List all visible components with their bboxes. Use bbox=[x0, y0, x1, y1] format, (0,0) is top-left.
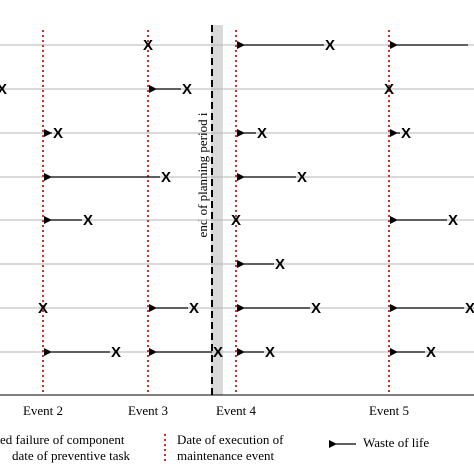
failure-mark: X bbox=[265, 344, 275, 361]
failure-mark: X bbox=[325, 37, 335, 54]
event-label: Event 3 bbox=[128, 403, 168, 418]
failure-mark: X bbox=[161, 169, 171, 186]
failure-mark: X bbox=[38, 300, 48, 317]
legend-text: Waste of life bbox=[363, 435, 429, 450]
failure-mark: X bbox=[111, 344, 121, 361]
failure-mark: X bbox=[83, 212, 93, 229]
failure-mark: X bbox=[143, 37, 153, 54]
boundary-band bbox=[211, 25, 223, 395]
legend-text: ed failure of component bbox=[0, 432, 125, 447]
failure-mark: X bbox=[182, 81, 192, 98]
failure-mark: X bbox=[275, 256, 285, 273]
legend-text: maintenance event bbox=[177, 448, 274, 463]
failure-mark: X bbox=[257, 125, 267, 142]
event-label: Event 4 bbox=[216, 403, 257, 418]
failure-mark: X bbox=[311, 300, 321, 317]
failure-mark: X bbox=[189, 300, 199, 317]
event-label: Event 5 bbox=[369, 403, 409, 418]
legend-text: Date of execution of bbox=[177, 432, 284, 447]
legend-text: date of preventive task bbox=[12, 448, 131, 463]
event-label: Event 2 bbox=[23, 403, 63, 418]
failure-mark: X bbox=[401, 125, 411, 142]
failure-mark: X bbox=[213, 344, 223, 361]
failure-mark: X bbox=[297, 169, 307, 186]
failure-mark: X bbox=[231, 212, 241, 229]
failure-mark: X bbox=[53, 125, 63, 142]
failure-mark: X bbox=[426, 344, 436, 361]
failure-mark: X bbox=[448, 212, 458, 229]
failure-mark: X bbox=[465, 300, 474, 317]
failure-mark: X bbox=[384, 81, 394, 98]
failure-mark: X bbox=[0, 81, 7, 98]
boundary-label: end of planning period i bbox=[195, 112, 210, 237]
